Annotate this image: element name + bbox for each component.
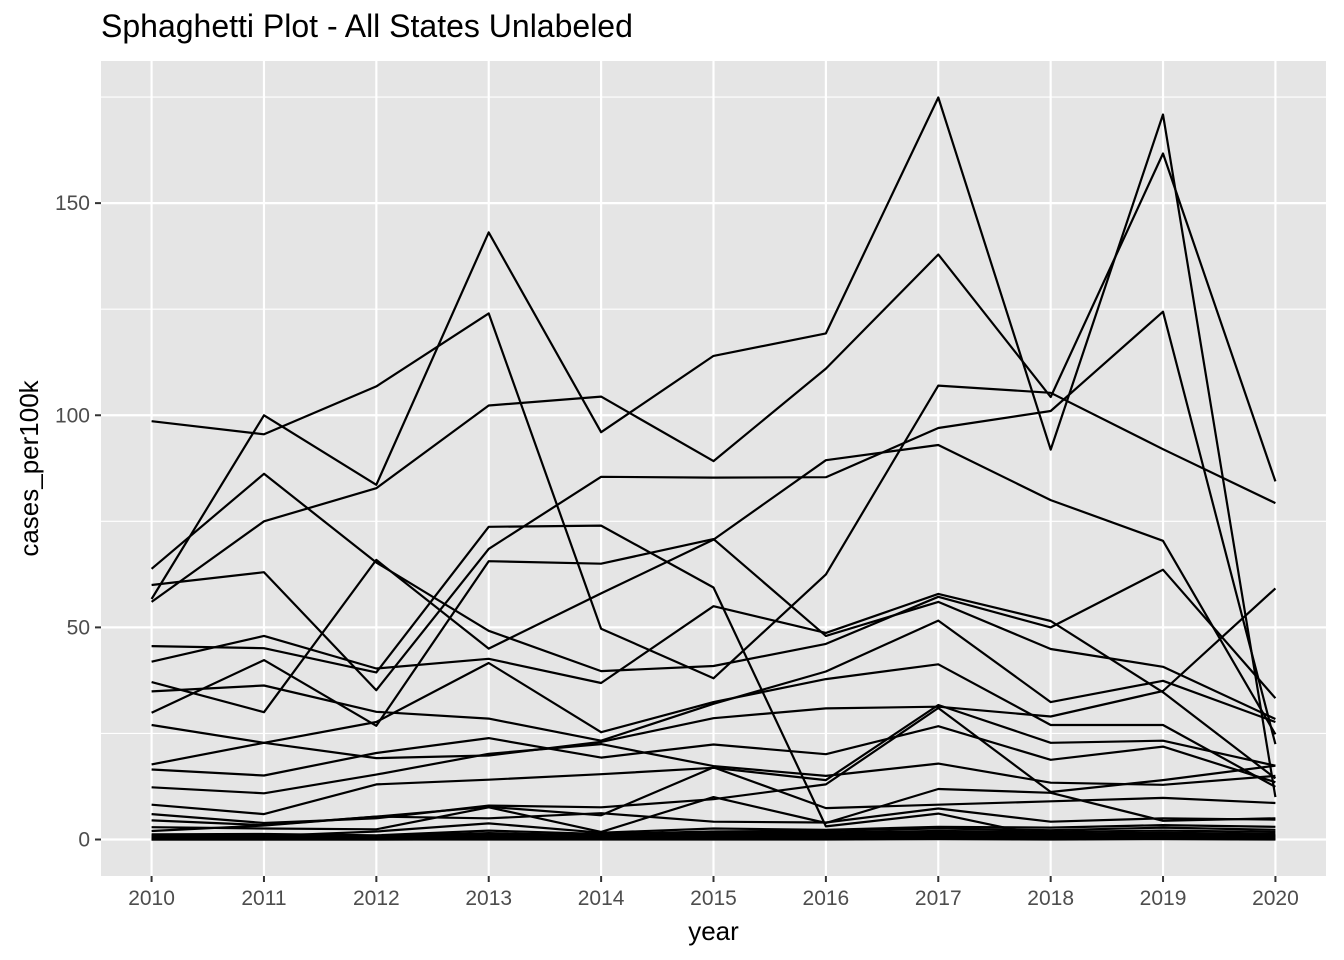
x-axis: 2010 2011 2012 2013 2014 2015 2016 2017 2018 2019… xyxy=(128,876,1299,910)
x-tick-label: 2014 xyxy=(578,887,625,910)
series-line-5 xyxy=(151,310,1277,745)
series-line-21 xyxy=(151,826,1276,837)
y-tick-label: 0 xyxy=(78,829,90,852)
series-line-14 xyxy=(151,742,1276,795)
series-lines xyxy=(150,96,1277,841)
x-tick-label: 2018 xyxy=(1027,887,1074,910)
series-line-10 xyxy=(151,619,1276,742)
y-tick-label: 100 xyxy=(55,404,90,427)
x-tick-label: 2013 xyxy=(465,887,512,910)
x-axis-title: year xyxy=(688,916,739,946)
series-line-1 xyxy=(151,312,1276,680)
y-axis: 0 50 100 150 xyxy=(55,192,101,852)
series-line-19 xyxy=(151,807,1276,833)
series-line-12 xyxy=(151,587,1277,766)
x-tick-label: 2020 xyxy=(1252,887,1299,910)
y-tick-label: 150 xyxy=(55,192,90,215)
series-line-4 xyxy=(150,152,1277,603)
series-line-13 xyxy=(151,725,1276,784)
x-tick-label: 2019 xyxy=(1140,887,1187,910)
chart-title: Sphaghetti Plot - All States Unlabeled xyxy=(101,8,633,44)
y-tick-label: 50 xyxy=(67,616,90,639)
series-line-3 xyxy=(150,96,1277,798)
x-tick-label: 2011 xyxy=(241,887,286,910)
series-line-11 xyxy=(151,661,1276,788)
series-line-9 xyxy=(151,443,1277,735)
x-tick-label: 2015 xyxy=(690,887,737,910)
y-axis-title: cases_per100k xyxy=(14,379,44,556)
series-line-18 xyxy=(151,787,1276,834)
x-tick-label: 2012 xyxy=(353,887,400,910)
series-line-7 xyxy=(151,592,1277,780)
series-line-20 xyxy=(151,822,1276,838)
x-tick-label: 2010 xyxy=(128,887,175,910)
x-tick-label: 2016 xyxy=(803,887,850,910)
series-line-2 xyxy=(150,472,1277,699)
x-tick-label: 2017 xyxy=(915,887,962,910)
